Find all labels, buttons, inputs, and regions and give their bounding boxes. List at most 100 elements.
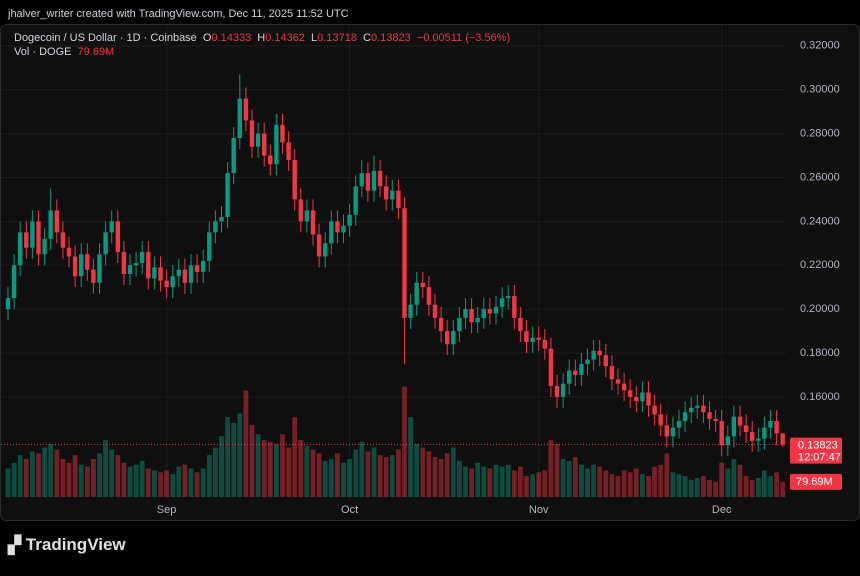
- candle-body: [371, 170, 377, 191]
- candle-body: [11, 265, 17, 299]
- volume-bar: [17, 455, 23, 497]
- chart-title: Dogecoin / US Dollar · 1D · Coinbase: [14, 32, 197, 44]
- volume-bar: [707, 479, 712, 497]
- candle-body: [176, 269, 181, 277]
- volume-bar: [701, 476, 706, 497]
- candle-body: [689, 407, 694, 413]
- candle-body: [713, 418, 718, 422]
- volume-bar: [481, 466, 487, 497]
- candle-body: [298, 199, 303, 222]
- volume-bar: [304, 445, 310, 497]
- ohlc-value: 0.14362: [265, 32, 305, 44]
- candle-body: [585, 359, 590, 364]
- volume-bar: [548, 440, 554, 497]
- volume-bar: [780, 481, 786, 497]
- candle-body: [170, 276, 175, 288]
- volume-bar: [389, 455, 395, 497]
- volume-bar: [676, 474, 682, 497]
- candle-body: [731, 416, 737, 437]
- candle-body: [310, 210, 316, 235]
- volume-bar: [731, 459, 737, 497]
- volume-bar: [658, 464, 664, 497]
- candle-body: [396, 190, 401, 209]
- volume-bar: [585, 468, 590, 497]
- volume-bar: [743, 476, 749, 497]
- volume-bar: [566, 460, 572, 497]
- candle-body: [36, 221, 41, 255]
- candle-body: [255, 133, 261, 147]
- y-tick-label: 0.24000: [800, 215, 840, 227]
- volume-bar: [652, 466, 657, 497]
- volume-bar: [243, 390, 249, 497]
- volume-bar: [511, 470, 517, 497]
- x-tick-label: Nov: [529, 504, 549, 516]
- volume-bar: [762, 470, 767, 497]
- candle-body: [628, 390, 633, 397]
- volume-bar: [158, 472, 163, 497]
- candle-body: [133, 263, 139, 266]
- price-axis: 0.16000 0.18000 0.20000 0.22000 0.24000 0.260…: [157, 40, 842, 516]
- candle-body: [18, 232, 23, 266]
- candle-body: [249, 120, 255, 147]
- candle-body: [66, 247, 72, 257]
- volume-bar: [298, 440, 304, 497]
- candle-body: [60, 232, 66, 248]
- volume-bar: [755, 478, 761, 497]
- volume-bar: [292, 417, 298, 497]
- volume-bar: [30, 451, 35, 497]
- volume-bar: [176, 466, 182, 497]
- candle-body: [365, 173, 371, 191]
- volume-bar: [560, 459, 566, 497]
- volume-bar: [206, 455, 212, 497]
- volume-bar: [347, 459, 352, 497]
- candle-body: [5, 298, 11, 310]
- volume-bar: [194, 472, 200, 497]
- candle-body: [615, 379, 621, 384]
- volume-bar: [23, 459, 29, 497]
- volume-bar: [353, 449, 359, 497]
- change: −0.00511 (−3.56%): [417, 32, 510, 44]
- volume-bar: [383, 457, 389, 497]
- volume-bar: [72, 455, 78, 497]
- y-tick-label: 0.22000: [800, 259, 840, 271]
- candle-body: [158, 267, 163, 281]
- candle-body: [597, 350, 602, 356]
- volume-bar: [213, 447, 218, 497]
- y-tick-label: 0.26000: [800, 171, 840, 183]
- volume-bar: [579, 464, 584, 497]
- candle-body: [304, 210, 310, 222]
- candle-body: [707, 412, 712, 419]
- candle-body: [79, 254, 84, 277]
- volume-bar: [115, 455, 121, 497]
- candle-body: [499, 298, 505, 307]
- volume-legend: Vol · DOGE 79.69M: [14, 46, 114, 58]
- volume-bar: [591, 464, 596, 497]
- volume-bar: [231, 422, 237, 497]
- y-tick-label: 0.28000: [800, 128, 840, 140]
- volume-bar: [188, 468, 194, 497]
- volume-bar: [725, 468, 731, 497]
- candle-body: [115, 221, 120, 253]
- volume-bar: [438, 459, 444, 497]
- candle-body: [127, 265, 133, 275]
- candle-body: [438, 317, 444, 332]
- volume-bar: [493, 464, 499, 497]
- volume-bar: [621, 470, 627, 497]
- volume-bar: [152, 470, 157, 497]
- logo: ▞ TradingView: [7, 533, 126, 555]
- candle-body: [664, 425, 669, 437]
- candle-body: [432, 304, 438, 318]
- volume-bar: [109, 449, 115, 497]
- candle-body: [469, 309, 474, 323]
- candle-body: [573, 370, 578, 375]
- candle-body: [676, 421, 682, 428]
- volume-bar: [42, 447, 47, 497]
- volume-bar: [457, 460, 462, 497]
- candle-body: [377, 170, 383, 187]
- candle-body: [335, 221, 340, 233]
- volume-bar: [524, 476, 529, 497]
- volume-bar: [225, 417, 230, 497]
- volume-bar: [505, 464, 511, 497]
- candle-body: [207, 232, 212, 261]
- candle-body: [30, 221, 35, 248]
